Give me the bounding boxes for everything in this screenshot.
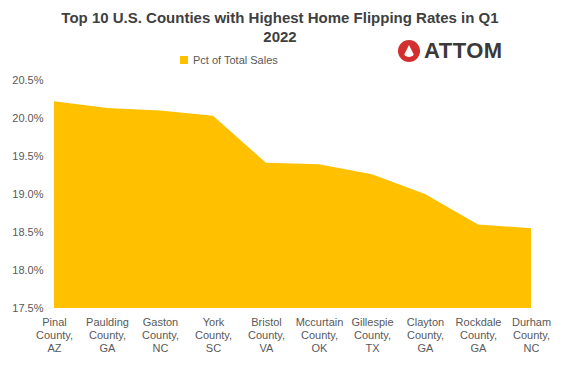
svg-text:DurhamCounty,NC: DurhamCounty,NC xyxy=(512,316,551,353)
svg-text:ClaytonCounty,GA: ClaytonCounty,GA xyxy=(407,316,444,353)
html-text:Pct of Total Sales: Pct of Total Sales xyxy=(193,54,278,66)
svg-text:20.0%: 20.0% xyxy=(12,112,43,124)
svg-text:19.0%: 19.0% xyxy=(12,188,43,200)
svg-text:18.0%: 18.0% xyxy=(12,264,43,276)
svg-text:18.5%: 18.5% xyxy=(12,226,43,238)
svg-text:PinalCounty,AZ: PinalCounty,AZ xyxy=(36,316,73,353)
svg-text:17.5%: 17.5% xyxy=(12,302,43,314)
html-text:ATTOM: ATTOM xyxy=(424,38,503,63)
svg-text:20.5%: 20.5% xyxy=(12,74,43,86)
svg-text:RockdaleCounty,GA: RockdaleCounty,GA xyxy=(456,316,502,353)
svg-text:BristolCounty,VA: BristolCounty,VA xyxy=(248,316,285,353)
svg-text:MccurtainCounty,OK: MccurtainCounty,OK xyxy=(296,316,344,353)
svg-text:PauldingCounty,GA: PauldingCounty,GA xyxy=(86,316,129,353)
svg-text:GillespieCounty,TX: GillespieCounty,TX xyxy=(351,316,393,353)
svg-text:19.5%: 19.5% xyxy=(12,150,43,162)
svg-text:YorkCounty,SC: YorkCounty,SC xyxy=(195,316,232,353)
svg-text:GastonCounty,NC: GastonCounty,NC xyxy=(142,316,179,353)
html-text:Top 10 U.S. Counties with High: Top 10 U.S. Counties with Highest Home F… xyxy=(61,9,499,45)
